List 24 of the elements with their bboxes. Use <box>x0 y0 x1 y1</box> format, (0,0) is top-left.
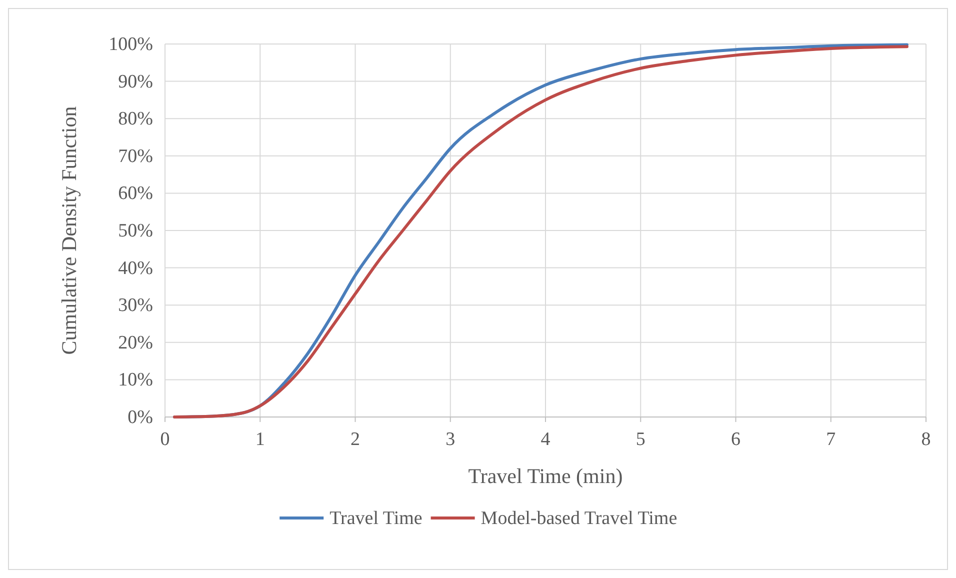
x-tick-label: 3 <box>446 429 456 450</box>
y-tick-label: 40% <box>118 258 154 279</box>
x-tick-label: 8 <box>921 429 931 450</box>
y-tick-label: 0% <box>128 407 154 428</box>
legend-label: Model-based Travel Time <box>480 508 678 529</box>
y-tick-label: 80% <box>118 108 154 130</box>
x-tick-label: 0 <box>160 429 170 450</box>
y-axis-title: Cumulative Density Function <box>57 106 81 355</box>
y-tick-label: 70% <box>118 146 154 167</box>
x-tick-label: 2 <box>350 429 360 450</box>
y-tick-label: 20% <box>118 332 154 354</box>
x-tick-label: 6 <box>731 429 740 450</box>
x-tick-label: 1 <box>255 429 265 450</box>
legend-label: Travel Time <box>330 508 422 529</box>
x-tick-label: 5 <box>636 429 646 450</box>
y-tick-label: 100% <box>108 34 154 55</box>
x-tick-label: 7 <box>826 429 836 450</box>
y-tick-label: 90% <box>118 71 154 92</box>
y-tick-label: 50% <box>118 220 154 242</box>
x-tick-label: 4 <box>540 429 551 450</box>
x-axis-title: Travel Time (min) <box>468 464 623 488</box>
y-tick-label: 60% <box>118 183 154 204</box>
y-tick-label: 30% <box>118 295 154 316</box>
y-tick-label: 10% <box>118 370 154 391</box>
